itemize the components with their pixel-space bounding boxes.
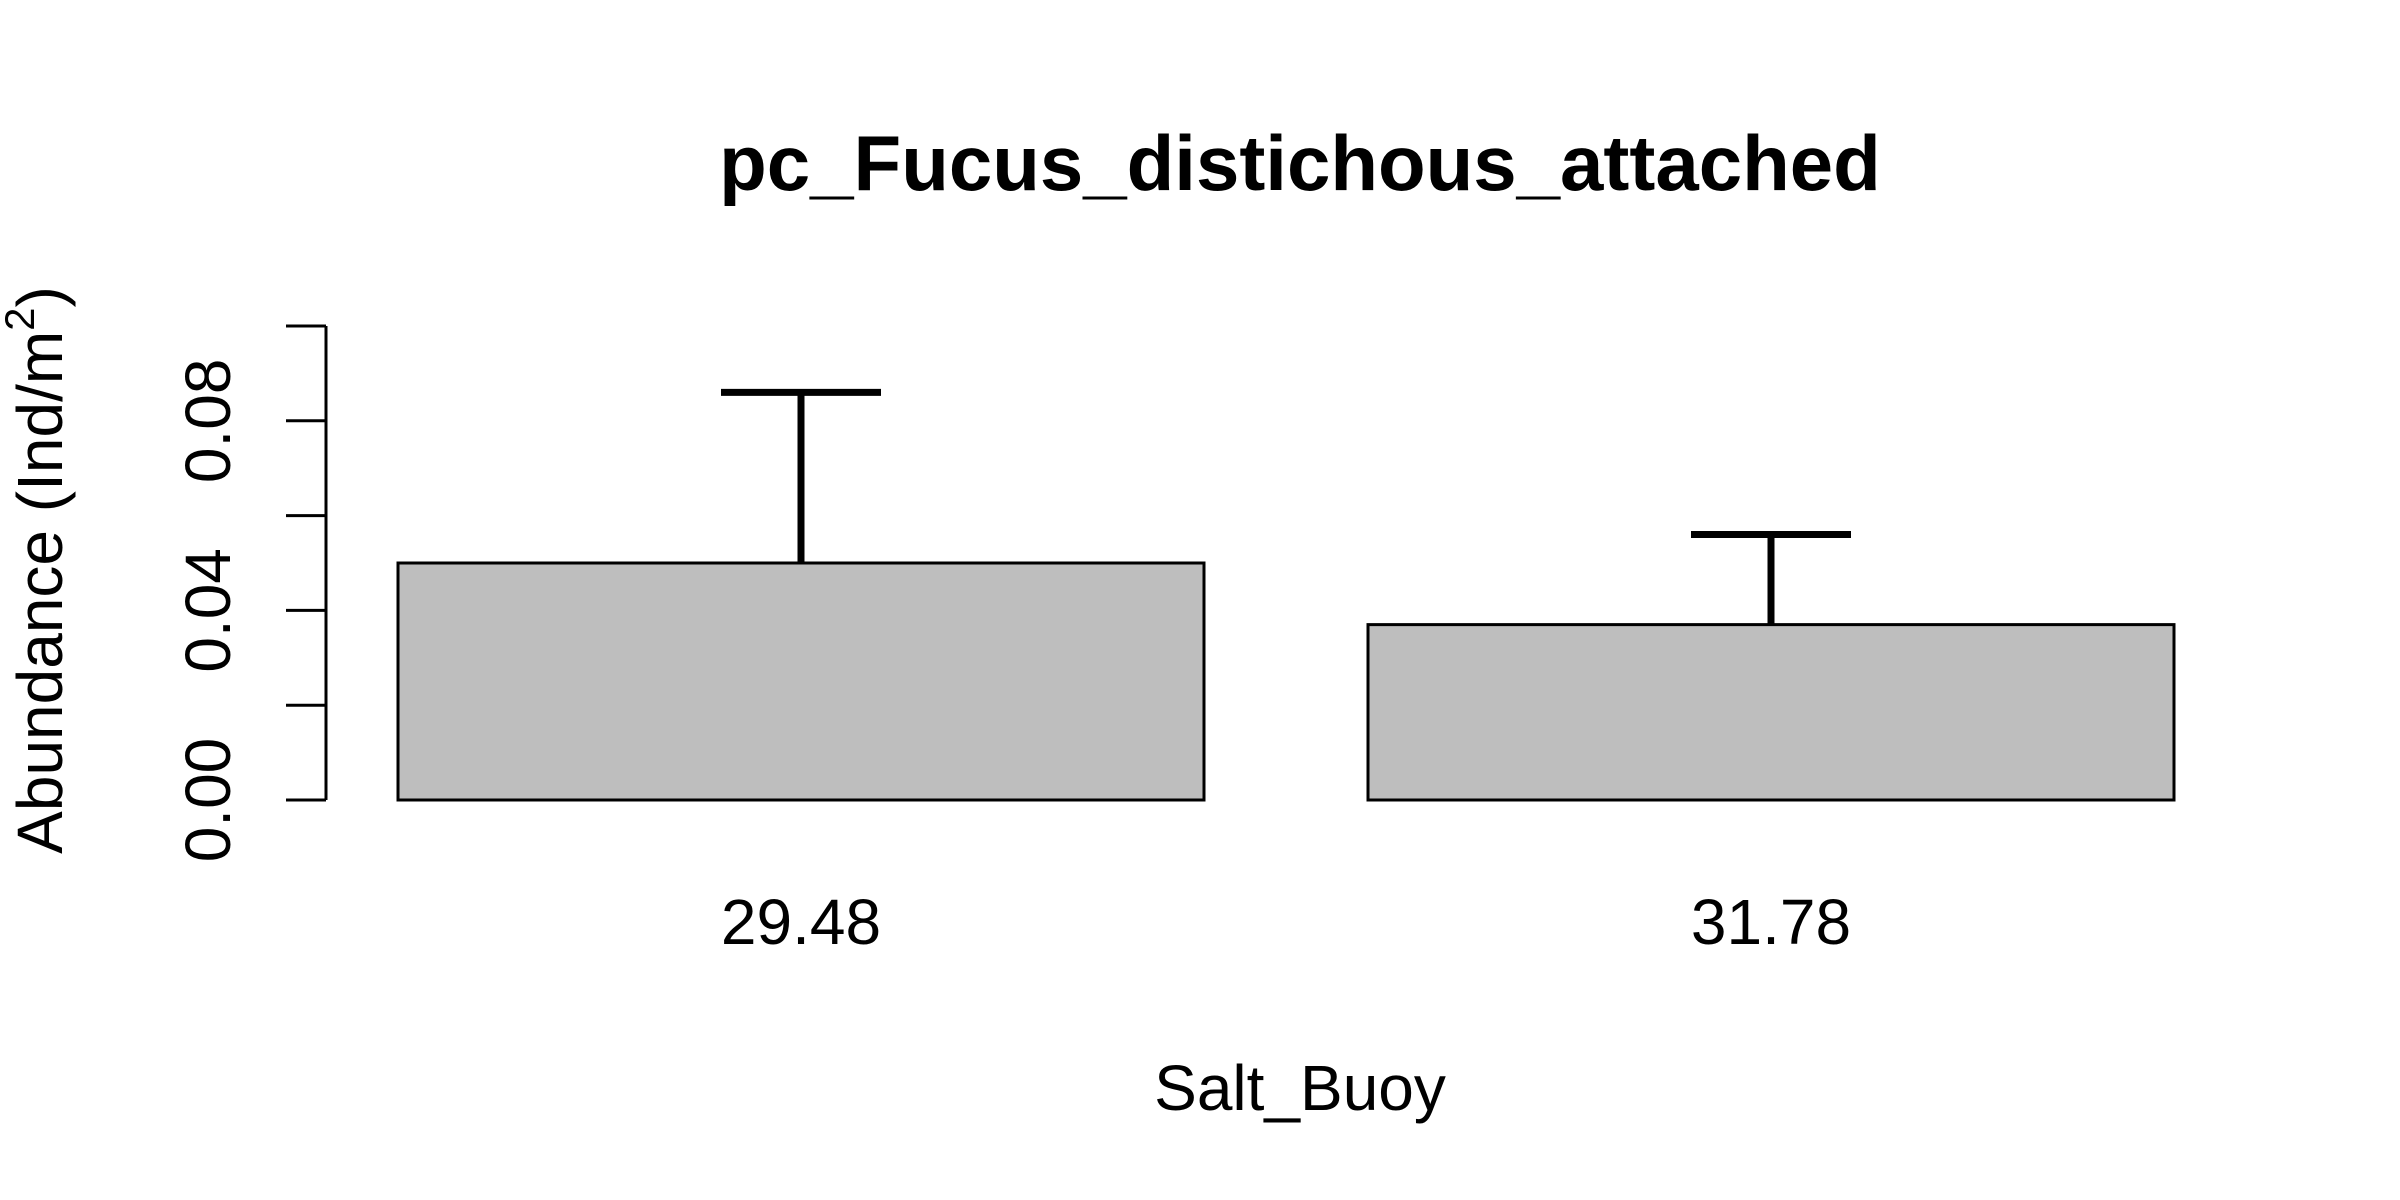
y-axis-label: Abundance (Ind/m2) <box>0 286 76 854</box>
y-axis-label-main: Abundance (Ind/m <box>4 331 76 854</box>
chart-title: pc_Fucus_distichous_attached <box>719 119 1881 207</box>
y-tick-label-2: 0.04 <box>172 548 244 673</box>
y-tick-label-0: 0.00 <box>172 738 244 863</box>
error-bars-group <box>721 388 1851 625</box>
bar-0 <box>396 561 1206 802</box>
y-axis-label-superscript: 2 <box>0 307 43 330</box>
x-tick-labels: 29.48 31.78 <box>721 886 1851 958</box>
y-axis-label-close: ) <box>4 286 76 307</box>
x-tick-label-1: 31.78 <box>1691 886 1851 958</box>
y-axis: 0.00 0.04 0.08 <box>172 324 328 863</box>
y-tick-label-4: 0.08 <box>172 359 244 484</box>
x-tick-label-0: 29.48 <box>721 886 881 958</box>
bars-group <box>396 561 2176 802</box>
bar-1 <box>1366 623 2176 802</box>
x-axis-label: Salt_Buoy <box>1154 1052 1446 1124</box>
